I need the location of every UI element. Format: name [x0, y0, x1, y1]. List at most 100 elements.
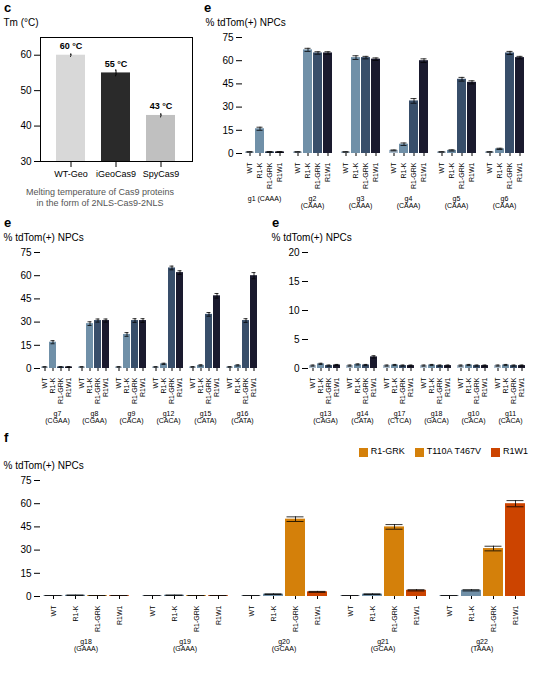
svg-text:R1W1: R1W1	[516, 162, 523, 182]
svg-text:R1W1: R1W1	[215, 605, 222, 625]
svg-text:R1-K: R1-K	[465, 377, 472, 393]
svg-text:R1-K: R1-K	[428, 377, 435, 393]
svg-text:0: 0	[294, 363, 300, 374]
svg-text:55 °C: 55 °C	[105, 59, 128, 69]
svg-text:WT: WT	[342, 162, 349, 174]
svg-text:R1-GRK: R1-GRK	[506, 162, 513, 189]
svg-text:g9(CACA): g9(CACA)	[119, 410, 143, 425]
svg-text:75: 75	[20, 475, 32, 486]
svg-text:R1-GRK: R1-GRK	[325, 377, 332, 404]
svg-text:R1-GRK: R1-GRK	[57, 377, 64, 404]
svg-text:R1W1: R1W1	[518, 377, 525, 397]
svg-text:WT: WT	[457, 377, 464, 389]
svg-text:R1-GRK: R1-GRK	[205, 377, 212, 404]
svg-text:R1-K: R1-K	[352, 162, 359, 178]
svg-text:iGeoCas9: iGeoCas9	[96, 169, 136, 179]
svg-text:% tdTom(+) NPCs: % tdTom(+) NPCs	[272, 232, 352, 243]
svg-text:15: 15	[20, 340, 32, 351]
svg-text:g14(CATA): g14(CATA)	[351, 410, 373, 425]
svg-text:30: 30	[20, 316, 32, 327]
svg-text:R1W1: R1W1	[276, 162, 283, 182]
svg-text:20: 20	[288, 247, 300, 258]
svg-text:0: 0	[26, 363, 32, 374]
svg-text:60: 60	[20, 270, 32, 281]
svg-text:60: 60	[20, 49, 32, 60]
svg-text:R1-K: R1-K	[502, 377, 509, 393]
svg-text:WT: WT	[347, 605, 354, 617]
svg-text:0: 0	[26, 591, 32, 602]
svg-text:R1W1: R1W1	[420, 162, 427, 182]
svg-text:WT: WT	[494, 377, 501, 389]
svg-text:R1-GRK: R1-GRK	[473, 377, 480, 404]
svg-text:g3(CAAA): g3(CAAA)	[349, 195, 373, 210]
svg-text:R1-K: R1-K	[197, 377, 204, 393]
svg-text:R1-K: R1-K	[72, 605, 79, 621]
svg-text:WT: WT	[41, 377, 48, 389]
svg-text:g22(TAAA): g22(TAAA)	[471, 638, 493, 653]
svg-text:60: 60	[20, 498, 32, 509]
svg-text:40: 40	[20, 120, 32, 131]
svg-text:R1W1: R1W1	[370, 377, 377, 397]
svg-text:R1-K: R1-K	[160, 377, 167, 393]
svg-text:R1-K: R1-K	[354, 377, 361, 393]
svg-text:g6(CAAA): g6(CAAA)	[493, 195, 517, 210]
svg-text:R1W1: R1W1	[102, 377, 109, 397]
svg-text:30: 30	[20, 156, 32, 167]
svg-text:R1-K: R1-K	[171, 605, 178, 621]
svg-text:WT: WT	[246, 162, 253, 174]
svg-text:g10(CACA): g10(CACA)	[461, 410, 485, 425]
svg-text:15: 15	[20, 568, 32, 579]
svg-text:WT: WT	[152, 377, 159, 389]
svg-text:R1-K: R1-K	[369, 605, 376, 621]
svg-text:g5(CAAA): g5(CAAA)	[445, 195, 469, 210]
svg-text:R1W1: R1W1	[407, 377, 414, 397]
svg-text:R1-GRK: R1-GRK	[362, 377, 369, 404]
svg-text:R1-K: R1-K	[391, 377, 398, 393]
svg-text:WT: WT	[248, 605, 255, 617]
svg-text:WT: WT	[438, 162, 445, 174]
svg-text:WT: WT	[50, 605, 57, 617]
svg-text:R1W1: R1W1	[314, 605, 321, 625]
svg-text:Tm (°C): Tm (°C)	[4, 17, 39, 28]
svg-text:75: 75	[222, 32, 234, 43]
svg-text:R1-GRK: R1-GRK	[168, 377, 175, 404]
svg-text:R1-K: R1-K	[468, 605, 475, 621]
svg-text:WT: WT	[446, 605, 453, 617]
svg-text:% tdTom(+) NPCs: % tdTom(+) NPCs	[4, 232, 84, 243]
svg-text:% tdTom(+) NPCs: % tdTom(+) NPCs	[4, 460, 84, 471]
svg-text:R1W1: R1W1	[213, 377, 220, 397]
svg-text:15: 15	[222, 125, 234, 136]
svg-text:WT: WT	[309, 377, 316, 389]
svg-text:R1-GRK: R1-GRK	[399, 377, 406, 404]
svg-text:R1-K: R1-K	[400, 162, 407, 178]
svg-text:g7(CGAA): g7(CGAA)	[45, 410, 70, 425]
svg-text:75: 75	[20, 247, 32, 258]
svg-text:45: 45	[20, 293, 32, 304]
svg-text:WT: WT	[149, 605, 156, 617]
svg-text:WT: WT	[115, 377, 122, 389]
svg-text:R1W1: R1W1	[116, 605, 123, 625]
svg-text:R1-GRK: R1-GRK	[314, 162, 321, 189]
svg-text:WT: WT	[420, 377, 427, 389]
svg-text:60: 60	[222, 55, 234, 66]
svg-text:R1-K: R1-K	[270, 605, 277, 621]
svg-text:50: 50	[20, 85, 32, 96]
svg-text:R1-GRK: R1-GRK	[362, 162, 369, 189]
svg-text:R1-K: R1-K	[304, 162, 311, 178]
svg-text:WT: WT	[390, 162, 397, 174]
svg-text:SpyCas9: SpyCas9	[143, 169, 180, 179]
svg-text:WT: WT	[346, 377, 353, 389]
svg-text:R1-GRK: R1-GRK	[436, 377, 443, 404]
svg-text:WT: WT	[383, 377, 390, 389]
svg-text:WT: WT	[78, 377, 85, 389]
svg-text:R1W1: R1W1	[139, 377, 146, 397]
svg-text:g8(CGAA): g8(CGAA)	[82, 410, 107, 425]
svg-text:45: 45	[222, 78, 234, 89]
svg-text:g18(GACA): g18(GACA)	[424, 410, 449, 425]
svg-text:10: 10	[288, 305, 300, 316]
svg-text:g19(GAAA): g19(GAAA)	[173, 638, 197, 653]
svg-text:g1 (CAAA): g1 (CAAA)	[248, 195, 281, 203]
svg-text:R1-K: R1-K	[123, 377, 130, 393]
svg-text:R1-GRK: R1-GRK	[193, 605, 200, 632]
svg-text:WT-Geo: WT-Geo	[54, 169, 88, 179]
